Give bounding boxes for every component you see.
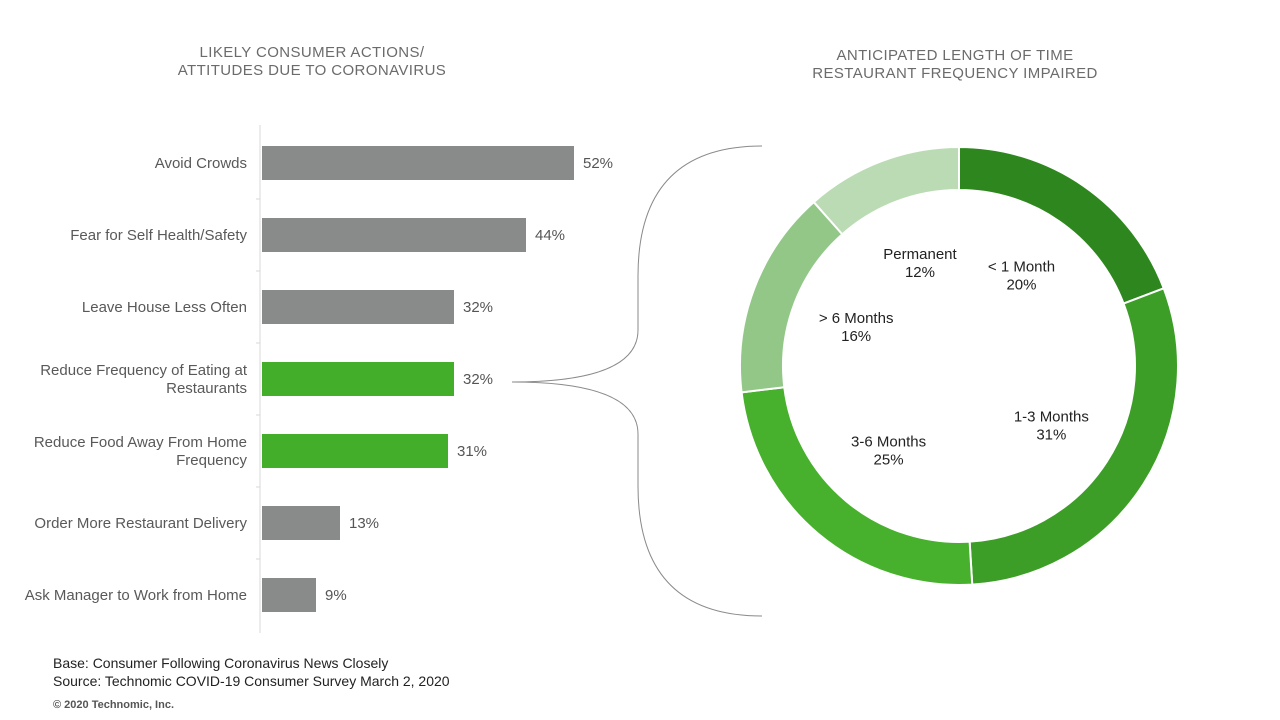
footnote-source: Source: Technomic COVID-19 Consumer Surv… [53, 673, 450, 689]
bar-6 [262, 506, 340, 540]
donut-chart-title-line-2: RESTAURANT FREQUENCY IMPAIRED [812, 65, 1098, 82]
footnote-base: Base: Consumer Following Coronavirus New… [53, 655, 389, 671]
donut-chart: < 1 Month 20% 1-3 Months 31% 3-6 Months 25% > … [739, 145, 1179, 586]
bar-3 [262, 290, 454, 324]
bar-value-label: 32% [463, 299, 493, 316]
donut-slice-label: 1-3 Months 31% [1014, 409, 1089, 444]
bar-category-label: Avoid Crowds [155, 155, 247, 172]
donut-chart-title: ANTICIPATED LENGTH OF TIME RESTAURANT FR… [755, 47, 1155, 83]
bar-value-label: 13% [349, 515, 379, 532]
bar-category-label: Order More Restaurant Delivery [34, 515, 247, 532]
bar-5 [262, 434, 448, 468]
bar-category-label: Ask Manager to Work from Home [25, 587, 247, 604]
bar-category-label: Reduce Food Away From Home Frequency [34, 434, 248, 469]
donut-chart-title-line-1: ANTICIPATED LENGTH OF TIME [836, 47, 1074, 64]
donut-slice-label: Permanent 12% [883, 246, 957, 281]
bar-category-label: Reduce Frequency of Eating at Restaurants [40, 362, 248, 397]
bar-2 [262, 218, 526, 252]
donut-slice-3 [740, 386, 974, 586]
bar-value-label: 9% [325, 587, 347, 604]
bracket-connector [511, 145, 763, 617]
donut-slice-label: > 6 Months 16% [819, 310, 894, 345]
bar-4 [262, 362, 454, 396]
bar-chart-title-line-1: LIKELY CONSUMER ACTIONS/ [199, 44, 425, 61]
bar-value-label: 31% [457, 443, 487, 460]
bar-value-label: 52% [583, 155, 613, 172]
donut-slice-1 [958, 145, 1166, 305]
donut-slice-label: 3-6 Months 25% [851, 434, 926, 469]
bracket-connector-path [511, 145, 763, 617]
copyright: © 2020 Technomic, Inc. [53, 699, 174, 711]
bar-chart-title-line-2: ATTITUDES DUE TO CORONAVIRUS [177, 62, 447, 79]
donut-slice-4 [739, 200, 844, 394]
donut-slice-2 [968, 287, 1179, 586]
bar-1 [262, 146, 574, 180]
bar-chart: 52% Avoid Crowds 44% Fear for Self Health/S… [25, 125, 613, 633]
bar-value-label: 32% [463, 371, 493, 388]
bar-category-label: Leave House Less Often [82, 299, 247, 316]
bar-7 [262, 578, 316, 612]
bar-chart-title: LIKELY CONSUMER ACTIONS/ ATTITUDES DUE T… [112, 44, 512, 80]
donut-slice-label: < 1 Month 20% [988, 258, 1055, 293]
bar-value-label: 44% [535, 227, 565, 244]
bar-category-label: Fear for Self Health/Safety [70, 227, 247, 244]
donut-slice-5 [812, 145, 960, 236]
